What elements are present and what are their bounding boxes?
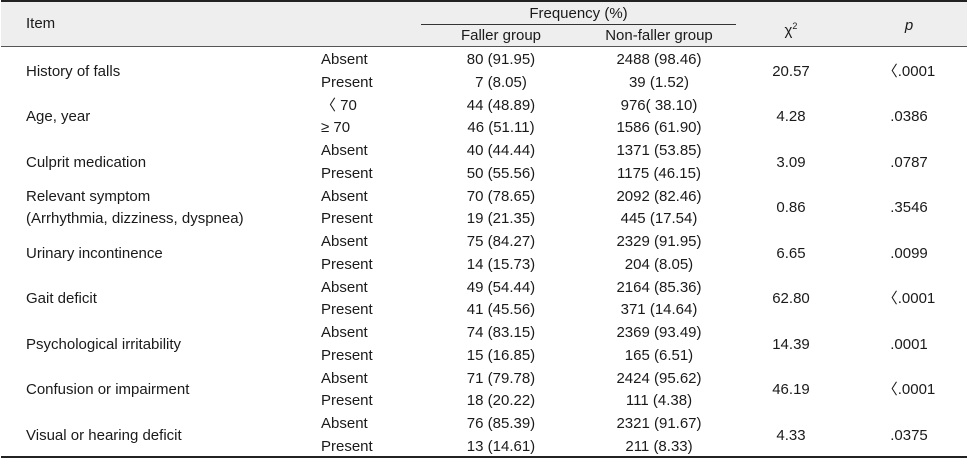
row-p-value: 〈.0001	[882, 381, 936, 398]
row-faller-value: 18 (20.22)	[466, 392, 536, 410]
row-nonfaller-value: 1371 (53.85)	[616, 142, 702, 159]
row-p-value: .0001	[890, 335, 928, 353]
row-level-label: Absent	[321, 324, 368, 341]
table-header	[1, 0, 967, 47]
row-p-value: .0787	[890, 153, 928, 171]
row-faller-value: 14 (15.73)	[466, 255, 536, 273]
row-level-label: Present	[321, 255, 373, 273]
header-item: Item	[26, 15, 56, 32]
row-level-label: Present	[321, 164, 373, 182]
row-faller-value: 19 (21.35)	[466, 210, 536, 228]
row-level-label: Absent	[321, 187, 368, 205]
row-level-label: Present	[321, 437, 373, 455]
header-faller-group: Faller group	[460, 27, 542, 44]
row-faller-value: 50 (55.56)	[466, 164, 536, 182]
row-item-label: Gait deficit	[26, 290, 97, 307]
row-level-label: Absent	[321, 233, 368, 250]
row-faller-value: 76 (85.39)	[466, 415, 536, 432]
row-chi-value: 14.39	[772, 335, 810, 353]
row-item-label: Culprit medication	[26, 153, 147, 171]
row-chi-value: 46.19	[772, 381, 810, 398]
row-nonfaller-value: 1586 (61.90)	[616, 119, 702, 137]
header-p-value: p	[904, 17, 914, 34]
row-faller-value: 70 (78.65)	[466, 187, 536, 205]
row-p-value: .3546	[890, 199, 928, 216]
row-nonfaller-value: 2369 (93.49)	[616, 324, 702, 341]
row-chi-value: 4.33	[776, 426, 806, 444]
row-item-label: Visual or hearing deficit	[26, 426, 182, 444]
row-nonfaller-value: 2321 (91.67)	[616, 415, 702, 432]
row-level-label: Present	[321, 73, 373, 91]
row-item-label: (Arrhythmia, dizziness, dyspnea)	[26, 210, 244, 228]
row-level-label: Absent	[321, 142, 368, 159]
row-chi-value: 62.80	[772, 290, 810, 307]
row-item-label: Age, year	[26, 108, 91, 125]
row-nonfaller-value: 2092 (82.46)	[616, 187, 702, 205]
row-level-label: Absent	[321, 278, 368, 296]
row-faller-value: 41 (45.56)	[466, 301, 536, 319]
row-chi-value: 6.65	[776, 244, 806, 262]
row-faller-value: 40 (44.44)	[466, 142, 536, 159]
row-faller-value: 75 (84.27)	[466, 233, 536, 250]
row-p-value: .0386	[890, 108, 928, 125]
row-nonfaller-value: 2164 (85.36)	[616, 278, 702, 296]
header-frequency: Frequency (%)	[529, 5, 628, 22]
row-faller-value: 15 (16.85)	[466, 346, 536, 364]
row-nonfaller-value: 976( 38.10)	[620, 96, 698, 114]
row-level-label: Present	[321, 346, 373, 364]
row-level-label: Absent	[321, 369, 368, 387]
row-item-label: Relevant symptom	[26, 187, 151, 205]
row-item-label: Urinary incontinence	[26, 244, 163, 262]
row-nonfaller-value: 39 (1.52)	[628, 73, 690, 91]
row-p-value: .0099	[890, 244, 928, 262]
row-nonfaller-value: 111 (4.38)	[625, 392, 693, 410]
row-level-label: Absent	[321, 51, 368, 68]
row-nonfaller-value: 165 (6.51)	[624, 346, 694, 364]
row-faller-value: 46 (51.11)	[467, 119, 535, 137]
row-nonfaller-value: 371 (14.64)	[620, 301, 698, 319]
row-item-label: Psychological irritability	[26, 335, 182, 353]
row-chi-value: 0.86	[776, 199, 806, 216]
row-faller-value: 7 (8.05)	[475, 73, 527, 91]
row-nonfaller-value: 211 (8.33)	[625, 437, 693, 455]
row-level-label: Present	[321, 210, 373, 228]
header-frequency-rule	[421, 24, 736, 25]
row-p-value: 〈.0001	[882, 290, 936, 307]
row-faller-value: 13 (14.61)	[466, 437, 536, 455]
row-item-label: History of falls	[26, 62, 121, 80]
row-nonfaller-value: 2488 (98.46)	[616, 51, 702, 68]
row-nonfaller-value: 2329 (91.95)	[616, 233, 702, 250]
row-chi-value: 3.09	[776, 153, 806, 171]
row-p-value: 〈.0001	[882, 62, 936, 80]
row-faller-value: 80 (91.95)	[466, 51, 536, 68]
row-faller-value: 71 (79.78)	[466, 369, 536, 387]
row-nonfaller-value: 204 (8.05)	[624, 255, 694, 273]
row-nonfaller-value: 2424 (95.62)	[616, 369, 702, 387]
row-item-label: Confusion or impairment	[26, 381, 190, 398]
table-bottom-rule	[1, 456, 967, 458]
row-nonfaller-value: 1175 (46.15)	[617, 164, 701, 182]
row-chi-value: 20.57	[772, 62, 810, 80]
row-level-label: ≥ 70	[321, 119, 351, 137]
row-faller-value: 49 (54.44)	[466, 278, 536, 296]
row-nonfaller-value: 445 (17.54)	[620, 210, 698, 228]
row-chi-value: 4.28	[776, 108, 806, 125]
row-faller-value: 44 (48.89)	[466, 96, 536, 114]
row-level-label: Present	[321, 392, 373, 410]
row-level-label: Present	[321, 301, 373, 319]
row-faller-value: 74 (83.15)	[466, 324, 536, 341]
header-nonfaller-group: Non-faller group	[605, 27, 713, 44]
row-level-label: 〈 70	[321, 96, 357, 114]
row-p-value: .0375	[890, 426, 928, 444]
row-level-label: Absent	[321, 415, 368, 432]
header-chi-square: χ2	[784, 21, 798, 39]
